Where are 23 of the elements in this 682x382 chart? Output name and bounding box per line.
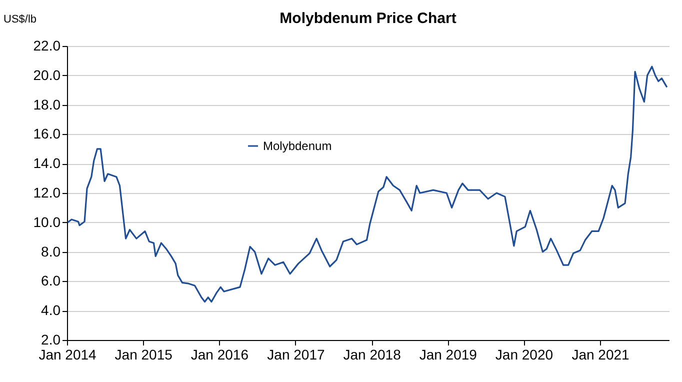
x-tick-label: Jan 2019 xyxy=(419,346,478,362)
y-axis-title: US$/lb xyxy=(4,14,37,26)
line-series xyxy=(66,66,668,303)
x-tick-label: Jan 2016 xyxy=(190,346,249,362)
y-tick-label: 20.0 xyxy=(33,66,61,83)
legend-label: Molybdenum xyxy=(263,139,332,153)
y-tick-label: 18.0 xyxy=(33,96,61,112)
x-tick-label: Jan 2018 xyxy=(343,346,402,362)
y-tick-label: 14.0 xyxy=(33,155,61,172)
y-tick-label: 22.0 xyxy=(33,38,61,54)
y-tick-label: 10.0 xyxy=(33,214,61,230)
x-tick-label: Jan 2017 xyxy=(267,346,325,362)
chart-title: Molybdenum Price Chart xyxy=(280,10,456,27)
y-tick-label: 6.0 xyxy=(41,272,61,289)
y-tick-label: 12.0 xyxy=(33,184,61,200)
x-tick-label: Jan 2020 xyxy=(495,346,554,362)
x-tick-label: Jan 2021 xyxy=(572,346,630,362)
x-tick-label: Jan 2015 xyxy=(114,346,173,362)
y-tick-label: 8.0 xyxy=(41,243,61,260)
y-tick-label: 4.0 xyxy=(41,302,61,318)
y-tick-label: 16.0 xyxy=(33,126,61,142)
y-tick-label: 2.0 xyxy=(41,332,61,348)
x-tick-label: Jan 2014 xyxy=(38,346,97,362)
